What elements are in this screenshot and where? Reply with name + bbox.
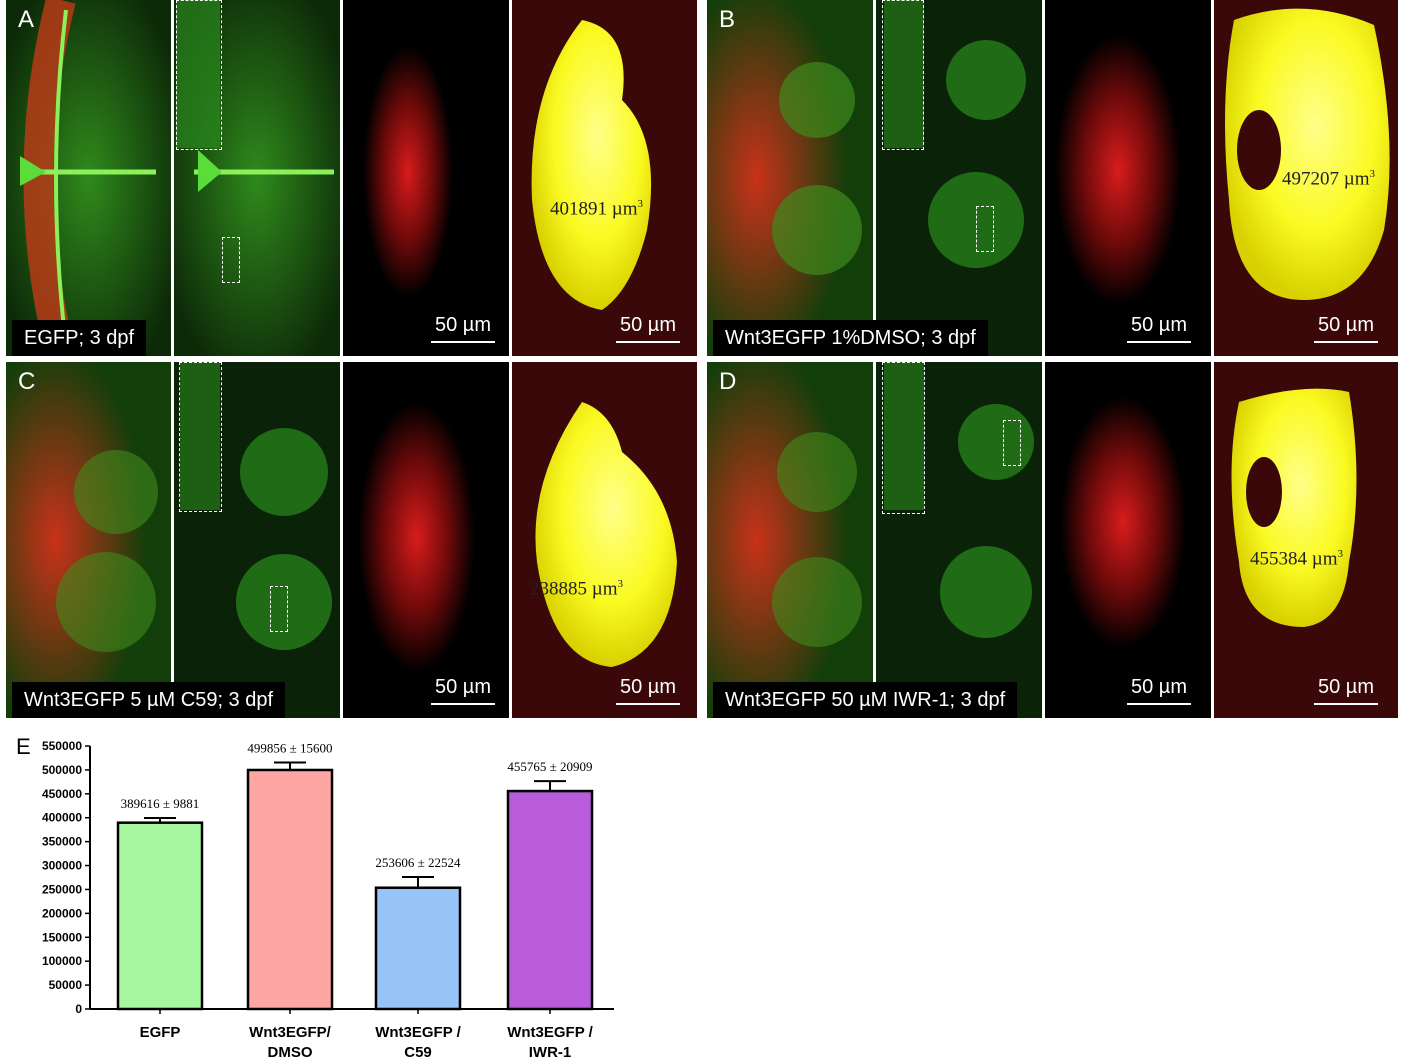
data-label: 499856 ± 15600 bbox=[247, 741, 332, 756]
y-tick-label: 300000 bbox=[42, 859, 82, 873]
merged-image bbox=[707, 0, 873, 356]
panel-letter: A bbox=[18, 6, 35, 33]
volume-label: 238885 µm3 bbox=[530, 578, 623, 600]
panel-letter: D bbox=[719, 368, 737, 395]
roi-box bbox=[1003, 420, 1021, 466]
x-tick-label: IWR-1 bbox=[529, 1044, 572, 1061]
scale-bar: 50 µm bbox=[616, 676, 680, 705]
red-channel-image: 50 µm bbox=[1045, 0, 1211, 356]
y-tick-label: 500000 bbox=[42, 763, 82, 777]
condition-label: Wnt3EGFP 5 µM C59; 3 dpf bbox=[12, 682, 286, 718]
volume-render-image: 497207 µm3 50 µm bbox=[1214, 0, 1398, 356]
x-tick-label: EGFP bbox=[140, 1024, 181, 1041]
y-tick-label: 150000 bbox=[42, 930, 82, 944]
data-label: 389616 ± 9881 bbox=[121, 796, 200, 811]
panel-b: 50 µm 497207 µm3 50 µm B Wnt3EGFP 1%DMSO… bbox=[707, 0, 1398, 356]
roi-box bbox=[976, 206, 994, 252]
y-tick-label: 400000 bbox=[42, 811, 82, 825]
y-tick-label: 250000 bbox=[42, 882, 82, 896]
bar bbox=[506, 789, 594, 1011]
condition-label: Wnt3EGFP 50 µM IWR-1; 3 dpf bbox=[713, 682, 1018, 718]
scale-bar: 50 µm bbox=[1314, 314, 1378, 343]
scale-bar: 50 µm bbox=[1314, 676, 1378, 705]
bar bbox=[246, 768, 334, 1011]
data-label: 253606 ± 22524 bbox=[375, 855, 461, 870]
x-tick-label: Wnt3EGFP / bbox=[375, 1024, 461, 1041]
panel-letter: C bbox=[18, 368, 36, 395]
green-channel-image bbox=[876, 362, 1042, 718]
green-channel-image bbox=[876, 0, 1042, 356]
x-tick-label: Wnt3EGFP / bbox=[507, 1024, 593, 1041]
y-tick-label: 350000 bbox=[42, 835, 82, 849]
inset-box bbox=[882, 0, 924, 150]
y-tick-label: 550000 bbox=[42, 739, 82, 753]
red-channel-image: 50 µm bbox=[343, 0, 509, 356]
chart-letter: E bbox=[16, 734, 31, 759]
bar bbox=[374, 886, 462, 1011]
condition-label: EGFP; 3 dpf bbox=[12, 320, 147, 356]
scale-bar: 50 µm bbox=[431, 314, 495, 343]
panel-d: 50 µm 455384 µm3 50 µm D Wnt3EGFP 50 µM … bbox=[707, 362, 1398, 718]
volume-render-image: 238885 µm3 50 µm bbox=[512, 362, 697, 718]
condition-label: Wnt3EGFP 1%DMSO; 3 dpf bbox=[713, 320, 988, 356]
scale-bar: 50 µm bbox=[616, 314, 680, 343]
x-tick-label: C59 bbox=[404, 1044, 432, 1061]
inset-box bbox=[176, 0, 222, 150]
volume-label: 455384 µm3 bbox=[1250, 548, 1343, 570]
scale-bar: 50 µm bbox=[1127, 676, 1191, 705]
merged-image bbox=[6, 0, 171, 356]
volume-label: 401891 µm3 bbox=[550, 198, 643, 220]
bar-chart: 0 50000 100000 150000 200000 250000 300000 3500… bbox=[42, 739, 614, 1061]
y-tick-label: 450000 bbox=[42, 787, 82, 801]
x-tick-label: DMSO bbox=[268, 1044, 313, 1061]
panel-letter: B bbox=[719, 6, 736, 33]
merged-image bbox=[6, 362, 171, 718]
data-label: 455765 ± 20909 bbox=[507, 759, 592, 774]
panel-c: 50 µm 238885 µm3 50 µm C Wnt3EGFP 5 µM C… bbox=[6, 362, 697, 718]
red-channel-image: 50 µm bbox=[1045, 362, 1211, 718]
y-tick-label: 0 bbox=[75, 1002, 82, 1016]
green-channel-image bbox=[174, 362, 340, 718]
volume-render-image: 401891 µm3 50 µm bbox=[512, 0, 697, 356]
panel-a: 50 µm 401891 µm3 50 µm A EGFP; 3 dpf bbox=[6, 0, 697, 356]
bar bbox=[116, 821, 204, 1011]
y-tick-label: 200000 bbox=[42, 906, 82, 920]
merged-image bbox=[707, 362, 873, 718]
y-tick-label: 100000 bbox=[42, 954, 82, 968]
inset-box bbox=[882, 362, 925, 514]
scale-bar: 50 µm bbox=[1127, 314, 1191, 343]
volume-label: 497207 µm3 bbox=[1282, 168, 1375, 190]
red-channel-image: 50 µm bbox=[343, 362, 509, 718]
inset-box bbox=[179, 362, 222, 512]
volume-render-image: 455384 µm3 50 µm bbox=[1214, 362, 1398, 718]
roi-box bbox=[222, 237, 240, 283]
scale-bar: 50 µm bbox=[431, 676, 495, 705]
roi-box bbox=[270, 586, 288, 632]
y-tick-label: 50000 bbox=[49, 978, 83, 992]
x-tick-label: Wnt3EGFP/ bbox=[249, 1024, 331, 1041]
green-channel-image bbox=[174, 0, 340, 356]
